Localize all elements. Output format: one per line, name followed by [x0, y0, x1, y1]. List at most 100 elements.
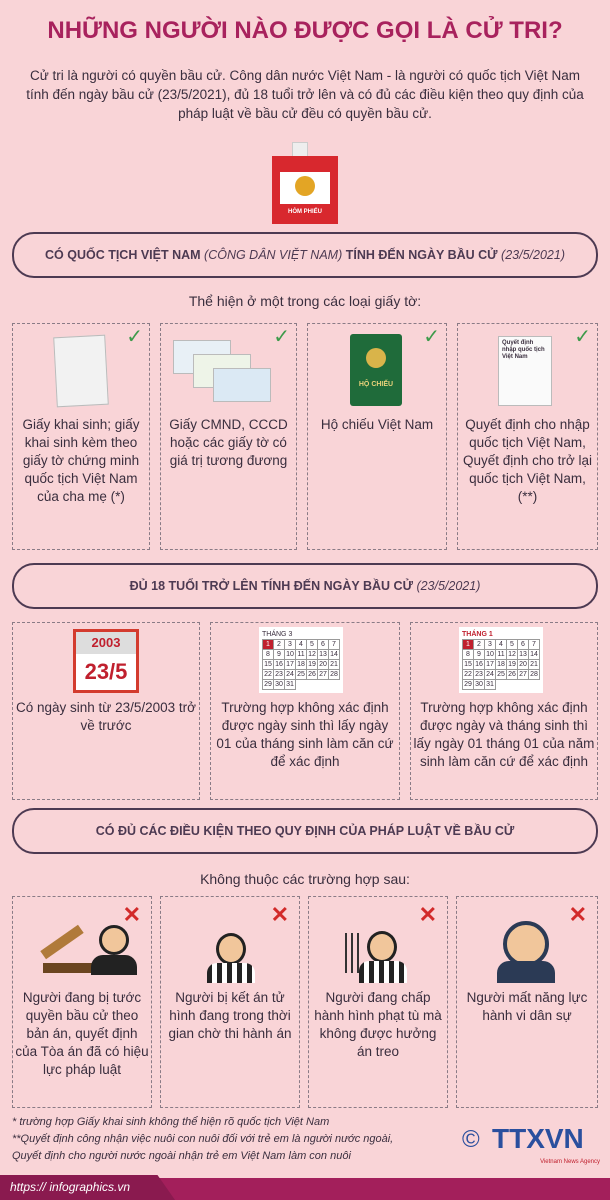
age-card: THÁNG 1 1 2 3 4 5 6 7 8 9 10 11 12 13 14 15 16 17 18 19 20 21… — [410, 622, 598, 800]
calendar-day: 7 — [528, 639, 540, 650]
calendar-day: 17 — [484, 659, 496, 670]
card-label: Hộ chiếu Việt Nam — [320, 417, 434, 432]
card-label: Trường hợp không xác định được ngày và t… — [413, 700, 595, 769]
calendar-day: 6 — [517, 639, 529, 650]
calendar-day: 10 — [484, 649, 496, 660]
logo-tagline: Vietnam News Agency — [540, 1159, 600, 1165]
document-card: ✓ Giấy khai sinh; giấy khai sinh kèm the… — [12, 323, 150, 550]
month-calendar-icon: THÁNG 3 1 2 3 4 5 6 7 8 9 10 11 12 13 14 15 16 17 18 19 20 21… — [259, 627, 343, 693]
calendar-day: 30 — [273, 679, 285, 690]
header-text: ĐỦ 18 TUỔI TRỞ LÊN TÍNH ĐẾN NGÀY BẦU CỬ — [129, 578, 413, 593]
ballot-box-label: HÒM PHIẾU — [287, 209, 322, 215]
card-label: Người đang chấp hành hình phạt tù mà khô… — [314, 990, 442, 1059]
calendar-day: 8 — [262, 649, 274, 660]
birth-certificate-icon — [53, 334, 109, 408]
month-calendar-icon: THÁNG 1 1 2 3 4 5 6 7 8 9 10 11 12 13 14 15 16 17 18 19 20 21… — [459, 627, 543, 693]
cross-icon: ✕ — [122, 902, 141, 927]
calendar-day: 1 — [262, 639, 274, 650]
decision-document-icon: Quyết định nhập quốc tịch Việt Nam — [498, 336, 552, 406]
calendar-day: 9 — [273, 649, 285, 660]
calendar-day: 20 — [517, 659, 529, 670]
header-text: CÓ QUỐC TỊCH VIỆT NAM — [45, 247, 201, 262]
section-header-conditions: CÓ ĐỦ CÁC ĐIỀU KIỆN THEO QUY ĐỊNH CỦA PH… — [12, 808, 598, 854]
calendar-day: 19 — [506, 659, 518, 670]
calendar-month: THÁNG 3 — [262, 631, 293, 638]
calendar-day: 2 — [273, 639, 285, 650]
calendar-day: 8 — [462, 649, 474, 660]
check-icon: ✓ — [273, 326, 290, 348]
calendar-day: 21 — [528, 659, 540, 670]
ttxvn-logo: © TTXVN Vietnam News Agency — [462, 1124, 602, 1170]
section-subtitle: Không thuộc các trường hợp sau: — [200, 871, 410, 887]
doc-text: Quyết định nhập quốc tịch Việt Nam — [502, 340, 545, 360]
calendar-day: 28 — [528, 669, 540, 680]
page-title: NHỮNG NGƯỜI NÀO ĐƯỢC GỌI LÀ CỬ TRI? — [47, 17, 563, 44]
calendar-day: 11 — [295, 649, 307, 660]
calendar-day: 26 — [306, 669, 318, 680]
header-text-group: ĐỦ 18 TUỔI TRỞ LÊN TÍNH ĐẾN NGÀY BẦU CỬ … — [130, 578, 481, 595]
section-subtitle: Thể hiện ở một trong các loại giấy tờ: — [188, 293, 422, 309]
calendar-day: 16 — [273, 659, 285, 670]
calendar-day: 4 — [495, 639, 507, 650]
header-text: (23/5/2021) — [416, 578, 481, 593]
calendar-date: 23/5 — [84, 659, 128, 684]
cross-icon: ✕ — [418, 902, 437, 927]
calendar-day: 22 — [262, 669, 274, 680]
age-card: THÁNG 3 1 2 3 4 5 6 7 8 9 10 11 12 13 14 15 16 17 18 19 20 21… — [210, 622, 400, 800]
intro-text: Cử tri là người có quyền bầu cử. Công dâ… — [26, 68, 584, 121]
calendar-day: 30 — [473, 679, 485, 690]
calendar-day: 9 — [473, 649, 485, 660]
exclusion-card: ✕ Người bị kết án tử hình đang trong thờ… — [160, 896, 300, 1108]
calendar-day: 13 — [317, 649, 329, 660]
age-card: 2003 23/5 Có ngày sinh từ 23/5/2003 trở … — [12, 622, 200, 800]
calendar-day: 13 — [517, 649, 529, 660]
card-label: Người bị kết án tử hình đang trong thời … — [168, 990, 292, 1041]
check-icon: ✓ — [423, 326, 440, 348]
calendar-day: 18 — [295, 659, 307, 670]
header-text: (CÔNG DÂN VIỆT NAM) — [204, 247, 343, 262]
passport-icon: HỘ CHIẾU — [350, 334, 402, 406]
passport-text: HỘ CHIẾU — [358, 381, 394, 388]
check-icon: ✓ — [126, 326, 143, 348]
calendar-day: 29 — [462, 679, 474, 690]
calendar-day: 27 — [317, 669, 329, 680]
calendar-day: 31 — [484, 679, 496, 690]
calendar-day: 4 — [295, 639, 307, 650]
footnotes: * trường hợp Giấy khai sinh không thể hi… — [12, 1114, 393, 1165]
calendar-day: 14 — [528, 649, 540, 660]
document-card: ✓ Quyết định nhập quốc tịch Việt Nam Quy… — [457, 323, 598, 550]
calendar-day: 17 — [284, 659, 296, 670]
card-label: Giấy CMND, CCCD hoặc các giấy tờ có giá … — [169, 417, 288, 468]
calendar-day: 11 — [495, 649, 507, 660]
header-text: CÓ ĐỦ CÁC ĐIỀU KIỆN THEO QUY ĐỊNH CỦA PH… — [95, 823, 515, 838]
calendar-day: 23 — [473, 669, 485, 680]
calendar-day: 6 — [317, 639, 329, 650]
calendar-day: 29 — [262, 679, 274, 690]
calendar-icon: 2003 23/5 — [73, 629, 139, 693]
copyright-symbol: © — [462, 1126, 480, 1153]
calendar-month: THÁNG 1 — [462, 631, 493, 638]
cross-icon: ✕ — [568, 902, 587, 927]
section-header-nationality: CÓ QUỐC TỊCH VIỆT NAM (CÔNG DÂN VIỆT NAM… — [12, 232, 598, 278]
calendar-year: 2003 — [76, 632, 136, 654]
calendar-day: 12 — [506, 649, 518, 660]
calendar-day: 15 — [262, 659, 274, 670]
footer-url[interactable]: https:// infographics.vn — [0, 1175, 175, 1200]
calendar-day: 25 — [495, 669, 507, 680]
cross-icon: ✕ — [270, 902, 289, 927]
card-label: Có ngày sinh từ 23/5/2003 trở về trước — [16, 700, 196, 733]
exclusion-card: ✕ Người đang bị tước quyền bầu cử theo b… — [12, 896, 152, 1108]
check-icon: ✓ — [574, 326, 591, 348]
card-label: Trường hợp không xác định được ngày sinh… — [216, 700, 394, 769]
ballot-box-icon: HÒM PHIẾU — [270, 142, 340, 224]
calendar-day: 2 — [473, 639, 485, 650]
calendar-day: 21 — [328, 659, 340, 670]
calendar-day: 18 — [495, 659, 507, 670]
calendar-day: 5 — [506, 639, 518, 650]
calendar-day: 19 — [306, 659, 318, 670]
header-text: TÍNH ĐẾN NGÀY BẦU CỬ — [345, 247, 498, 262]
footnote: * trường hợp Giấy khai sinh không thể hi… — [12, 1116, 330, 1128]
calendar-day: 26 — [506, 669, 518, 680]
card-label: Giấy khai sinh; giấy khai sinh kèm theo … — [22, 417, 140, 504]
calendar-day: 15 — [462, 659, 474, 670]
